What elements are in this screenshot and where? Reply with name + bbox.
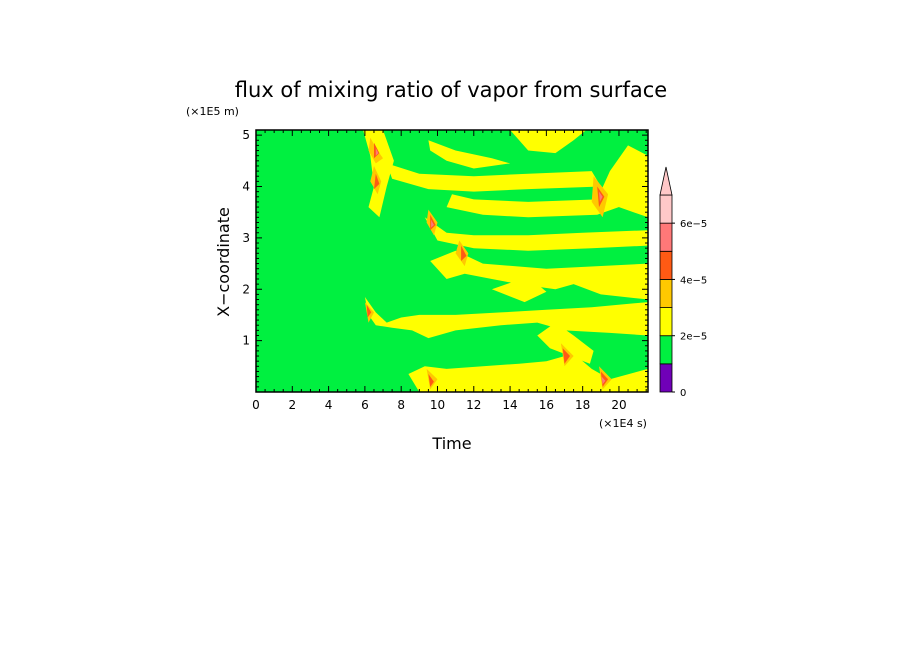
y-tick-label: 4 — [242, 180, 250, 194]
colorbar-segment — [659, 250, 673, 280]
contour-region-24 — [461, 245, 467, 261]
plot-frame — [255, 129, 649, 393]
y-tick-label: 3 — [242, 231, 250, 245]
x-tick-label: 4 — [325, 398, 333, 412]
x-tick-label: 6 — [361, 398, 369, 412]
contour-region-25 — [366, 304, 372, 318]
colorbar-label: 6e−5 — [680, 219, 707, 230]
x-tick-label: 8 — [397, 398, 405, 412]
contour-region-10 — [619, 176, 648, 218]
colorbar-segment — [659, 363, 673, 393]
colorbar-segment — [659, 279, 673, 308]
y-unit-label: (×1E5 m) — [186, 105, 239, 118]
colorbar-extend-arrow — [659, 166, 673, 196]
contour-region-1 — [386, 163, 601, 192]
colorbar-segment — [659, 335, 673, 365]
contour-region-9 — [537, 322, 594, 364]
chart-title: flux of mixing ratio of vapor from surfa… — [235, 78, 667, 102]
colorbar-segment — [659, 307, 673, 337]
x-tick-label: 0 — [252, 398, 260, 412]
colorbar-label: 0 — [680, 388, 686, 399]
contour-region-27 — [562, 348, 570, 364]
y-tick-label: 1 — [242, 334, 250, 348]
colorbar-segment — [659, 194, 673, 224]
contour-region-32 — [599, 191, 603, 202]
contour-region-26 — [428, 374, 434, 387]
x-axis: 0 2 4 6 8 10 12 14 16 18 20 — [252, 130, 647, 412]
contour-region-22 — [374, 173, 380, 190]
x-axis-label: Time — [431, 434, 471, 453]
colorbar: 0 2e−5 4e−5 6e−5 — [659, 166, 707, 399]
contour-region-33 — [601, 376, 606, 385]
contour-region-7 — [364, 297, 648, 339]
x-tick-label: 2 — [288, 398, 296, 412]
x-tick-label: 18 — [575, 398, 590, 412]
x-tick-label: 16 — [539, 398, 554, 412]
x-tick-label: 10 — [430, 398, 445, 412]
y-tick-label: 5 — [242, 128, 250, 142]
contour-region-2 — [428, 140, 511, 169]
colorbar-label: 2e−5 — [680, 332, 707, 343]
contour-region-8 — [408, 353, 648, 392]
contour-region-31 — [431, 219, 434, 228]
contour-regions — [363, 130, 648, 392]
y-axis: 1 2 3 4 5 — [242, 128, 648, 393]
x-tick-label: 14 — [502, 398, 517, 412]
contour-region-3 — [510, 130, 587, 154]
contour-region-11 — [491, 276, 547, 303]
contour-region-5 — [424, 217, 648, 251]
y-tick-label: 2 — [242, 282, 250, 296]
x-tick-label: 12 — [466, 398, 481, 412]
colorbar-segment — [659, 222, 673, 252]
x-unit-label: (×1E4 s) — [599, 417, 647, 430]
contour-region-6 — [430, 250, 648, 300]
y-axis-label: X−coordinate — [214, 207, 233, 317]
contour-region-30 — [375, 148, 379, 156]
colorbar-label: 4e−5 — [680, 275, 707, 286]
x-tick-label: 20 — [611, 398, 626, 412]
